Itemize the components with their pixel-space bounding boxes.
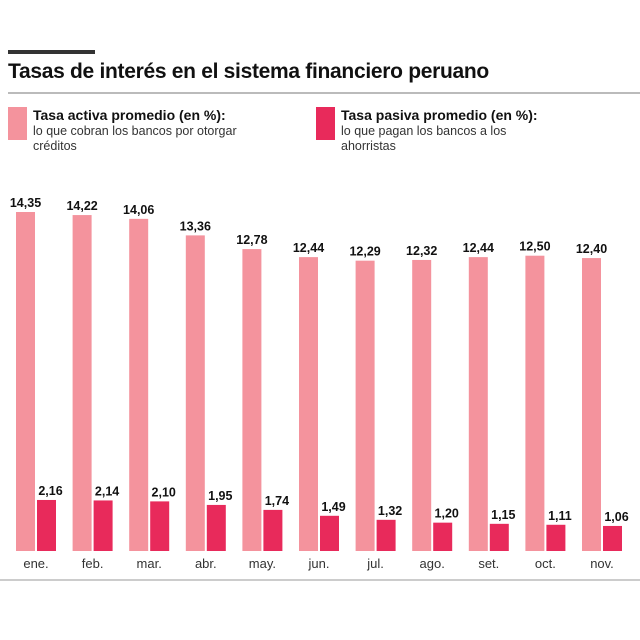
data-label-activa-3: 13,36 xyxy=(180,219,211,233)
bar-activa-2 xyxy=(129,218,149,551)
data-label-activa-7: 12,32 xyxy=(406,244,437,258)
bar-activa-9 xyxy=(525,255,545,551)
data-label-pasiva-10: 1,06 xyxy=(604,510,628,524)
bar-activa-10 xyxy=(582,258,601,551)
bar-pasiva-5 xyxy=(320,515,339,551)
bar-pasiva-0 xyxy=(37,499,56,551)
data-label-pasiva-3: 1,95 xyxy=(208,489,232,503)
bar-pasiva-9 xyxy=(546,524,566,551)
data-label-activa-6: 12,29 xyxy=(349,245,380,259)
data-label-pasiva-0: 2,16 xyxy=(38,484,62,498)
legend-swatch-activa xyxy=(8,107,27,140)
data-label-pasiva-8: 1,15 xyxy=(491,508,515,522)
chart-title: Tasas de interés en el sistema financier… xyxy=(8,60,489,83)
data-label-pasiva-1: 2,14 xyxy=(95,484,119,498)
x-tick-label-5: jun. xyxy=(308,556,330,571)
bar-activa-5 xyxy=(299,257,318,551)
bar-pasiva-1 xyxy=(93,500,113,551)
x-tick-label-1: feb. xyxy=(82,556,104,571)
data-label-pasiva-5: 1,49 xyxy=(321,500,345,514)
x-tick-label-10: nov. xyxy=(590,556,614,571)
x-tick-label-7: ago. xyxy=(420,556,445,571)
bar-pasiva-3 xyxy=(206,504,226,551)
bar-pasiva-7 xyxy=(433,522,453,551)
x-tick-label-6: jul. xyxy=(366,556,384,571)
bar-activa-7 xyxy=(412,259,432,551)
x-tick-label-8: set. xyxy=(478,556,499,571)
data-label-activa-2: 14,06 xyxy=(123,203,154,217)
data-label-activa-10: 12,40 xyxy=(576,242,607,256)
x-tick-label-4: may. xyxy=(249,556,276,571)
bar-activa-6 xyxy=(355,260,375,551)
bar-pasiva-6 xyxy=(376,519,396,551)
legend-label-activa: Tasa activa promedio (en %): xyxy=(33,107,226,123)
x-tick-label-3: abr. xyxy=(195,556,217,571)
data-label-pasiva-7: 1,20 xyxy=(435,507,459,521)
legend-desc-activa: lo que cobran los bancos por otorgar cré… xyxy=(33,124,237,153)
bar-pasiva-10 xyxy=(603,525,622,551)
data-label-pasiva-2: 2,10 xyxy=(152,485,176,499)
bar-activa-0 xyxy=(16,212,35,551)
bar-pasiva-2 xyxy=(150,501,170,551)
data-label-pasiva-4: 1,74 xyxy=(265,494,289,508)
legend-label-pasiva: Tasa pasiva promedio (en %): xyxy=(341,107,538,123)
x-tick-label-0: ene. xyxy=(23,556,48,571)
title-accent-bar xyxy=(8,50,95,54)
data-label-activa-0: 14,35 xyxy=(10,196,41,210)
x-tick-label-2: mar. xyxy=(137,556,162,571)
data-label-activa-4: 12,78 xyxy=(236,233,267,247)
data-label-pasiva-9: 1,11 xyxy=(548,509,572,523)
legend-desc-pasiva: lo que pagan los bancos a los ahorristas xyxy=(341,124,507,153)
data-label-activa-1: 14,22 xyxy=(66,199,97,213)
title-divider xyxy=(8,92,640,94)
data-label-activa-5: 12,44 xyxy=(293,241,324,255)
bottom-divider xyxy=(0,579,640,581)
bar-activa-4 xyxy=(242,249,262,551)
bar-activa-8 xyxy=(468,257,488,551)
data-label-pasiva-6: 1,32 xyxy=(378,504,402,518)
bar-activa-1 xyxy=(72,215,92,551)
data-label-activa-8: 12,44 xyxy=(463,241,494,255)
data-label-activa-9: 12,50 xyxy=(519,240,550,254)
bar-pasiva-8 xyxy=(489,523,509,551)
x-tick-label-9: oct. xyxy=(535,556,556,571)
legend-swatch-pasiva xyxy=(316,107,335,140)
bar-pasiva-4 xyxy=(263,509,283,551)
bar-activa-3 xyxy=(185,235,205,551)
